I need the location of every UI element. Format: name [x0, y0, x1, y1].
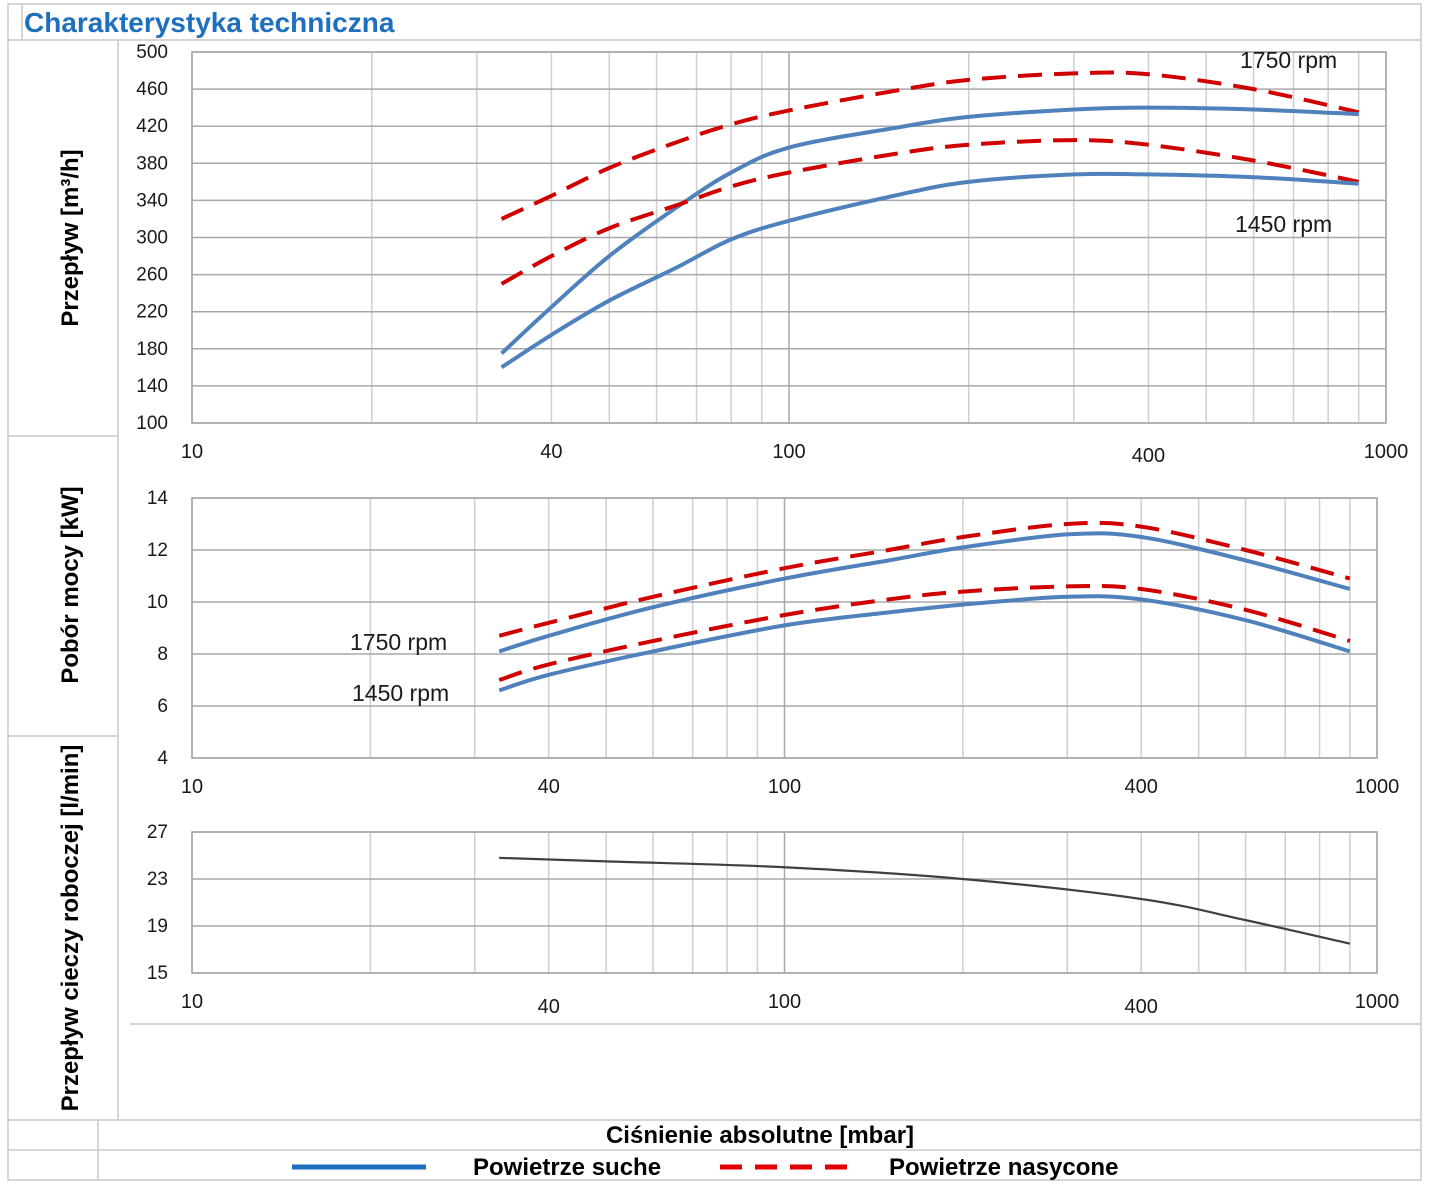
flow-y-axis-label: Przepływ [m³/h]	[57, 149, 84, 326]
liquid-y-axis-label: Przepływ cieczy roboczej [l/min]	[57, 745, 84, 1112]
series-line-powietrze-nasycone-1450-rpm	[498, 584, 1351, 682]
x-axis-label: Ciśnienie absolutne [mbar]	[606, 1122, 914, 1149]
series-line-powietrze-suche-1750-rpm	[500, 105, 1359, 355]
x-tick-label: 1000	[1364, 441, 1409, 463]
page-title: Charakterystyka techniczna	[24, 7, 395, 38]
rpm-annotation: 1750 rpm	[1240, 47, 1337, 73]
y-tick-label: 220	[136, 302, 168, 323]
y-tick-label: 10	[147, 592, 168, 613]
legend-label-dry-air: Powietrze suche	[473, 1154, 661, 1181]
y-tick-label: 420	[136, 116, 168, 137]
rpm-annotation: 1450 rpm	[1235, 211, 1332, 237]
x-tick-label: 100	[768, 776, 801, 798]
plot-power: 4 6 8 10 12 14 10 40 100 400 1000 1750 rpm 1450 rpm	[147, 488, 1399, 798]
y-tick-label: 140	[136, 376, 168, 397]
y-tick-label: 15	[147, 963, 168, 984]
y-tick-label: 100	[136, 413, 168, 434]
series-line-powietrze-nasycone-1750-rpm	[498, 520, 1351, 638]
rpm-annotation: 1750 rpm	[350, 629, 447, 655]
x-tick-label: 1000	[1355, 776, 1400, 798]
y-tick-label: 500	[136, 42, 168, 63]
y-tick-label: 340	[136, 190, 168, 211]
x-tick-label: 400	[1132, 445, 1165, 467]
series-line-powietrze-nasycone-1450-rpm	[500, 138, 1360, 286]
y-tick-label: 14	[147, 488, 169, 509]
y-tick-label: 12	[147, 540, 168, 561]
x-tick-label: 400	[1125, 776, 1158, 798]
series-line-powietrze-suche-1450-rpm	[498, 594, 1351, 693]
legend-label-saturated-air: Powietrze nasycone	[889, 1154, 1118, 1181]
layout-frame	[7, 3, 1422, 1181]
power-y-axis-label: Pobór mocy [kW]	[57, 486, 84, 683]
y-tick-label: 460	[136, 79, 168, 100]
plot-liquid: 15 19 23 27 10 40 100 400 1000	[147, 822, 1399, 1018]
x-tick-label: 100	[768, 991, 801, 1013]
series-line-powietrze-nasycone-1750-rpm	[500, 70, 1360, 221]
x-tick-label: 10	[181, 776, 203, 798]
plots: 100 140 180 220 260 300 340 380 420 460 500 10 40 100…	[136, 42, 1408, 1018]
x-tick-label: 10	[181, 441, 203, 463]
x-tick-label: 100	[772, 441, 805, 463]
plot-flow: 100 140 180 220 260 300 340 380 420 460 500 10 40 100…	[136, 42, 1408, 467]
x-tick-label: 40	[538, 996, 560, 1018]
y-tick-label: 4	[157, 748, 168, 769]
x-tick-label: 40	[538, 776, 560, 798]
y-tick-label: 180	[136, 339, 168, 360]
x-tick-label: 1000	[1355, 991, 1400, 1013]
y-tick-label: 8	[157, 644, 168, 665]
y-tick-label: 23	[147, 869, 168, 890]
y-tick-label: 300	[136, 228, 168, 249]
y-tick-label: 260	[136, 265, 168, 286]
series-line-przep-yw-cieczy-roboczej	[499, 856, 1351, 945]
x-tick-label: 40	[540, 441, 562, 463]
series-line-powietrze-suche-1750-rpm	[498, 531, 1351, 654]
x-tick-label: 10	[181, 991, 203, 1013]
y-tick-label: 380	[136, 153, 168, 174]
legend: Powietrze suche Powietrze nasycone	[292, 1154, 1118, 1181]
series-line-powietrze-suche-1450-rpm	[500, 171, 1359, 370]
y-tick-label: 27	[147, 822, 168, 843]
x-tick-label: 400	[1125, 996, 1158, 1018]
y-tick-label: 6	[157, 696, 168, 717]
rpm-annotation: 1450 rpm	[352, 680, 449, 706]
y-tick-label: 19	[147, 916, 168, 937]
